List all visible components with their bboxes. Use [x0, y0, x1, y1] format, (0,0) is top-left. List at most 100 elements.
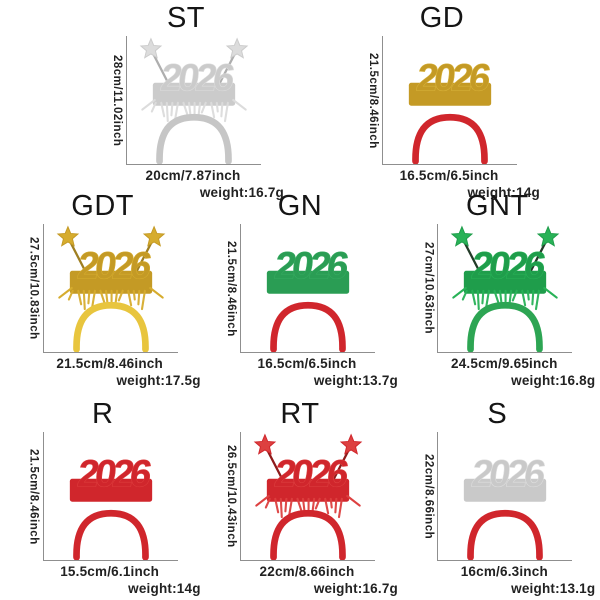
headband-illustration: 2026	[464, 452, 548, 560]
product-code-label: GNT	[465, 190, 529, 222]
tinsel-strand	[82, 289, 86, 311]
tinsel-strand	[296, 497, 303, 512]
tinsel-strand	[284, 497, 288, 513]
height-dimension-label: 28cm/11.02inch	[111, 54, 123, 147]
tinsel-strand	[535, 289, 541, 311]
dimension-labels: 16cm/6.3inch weight:13.1g	[429, 561, 595, 596]
year-text: 2026	[74, 453, 152, 496]
height-dimension-label: 22cm/8.66inch	[422, 453, 435, 540]
measurement-axes: 2026	[239, 224, 375, 353]
headband-illustration: 2026	[56, 225, 165, 352]
width-dimension-label: 15.5cm/6.1inch	[60, 564, 160, 579]
tinsel-strand	[462, 289, 469, 301]
weight-label: weight:14g	[467, 185, 540, 200]
tinsel-strand	[99, 289, 106, 304]
tinsel-strand	[521, 289, 527, 307]
tinsel-strand	[165, 101, 169, 123]
tinsel-strand	[471, 289, 477, 306]
tinsel-strand	[527, 289, 531, 301]
product-card: RT 26.5cm/10.43inch 2026 22cm/8.66inch w…	[201, 396, 398, 600]
headband-illustration: 2026	[266, 244, 350, 352]
height-dimension-label: 27.5cm/10.83inch	[27, 237, 40, 340]
glitter-banner	[266, 270, 350, 294]
tinsel-strand	[531, 289, 535, 306]
headband-illustration: 2026	[450, 225, 560, 352]
weight-label: weight:17.5g	[116, 373, 201, 388]
star-icon	[537, 225, 560, 247]
tinsel-strand	[141, 98, 156, 111]
dimension-labels: 22cm/8.66inch weight:16.7g	[232, 561, 398, 596]
star-stick	[463, 240, 483, 276]
weight-label: weight:13.1g	[511, 581, 596, 596]
weight-label: weight:16.8g	[511, 373, 596, 388]
tinsel-strand	[314, 497, 321, 510]
headband-band	[412, 113, 488, 164]
star-stick	[133, 240, 153, 276]
star-stick	[216, 52, 237, 88]
row-1: ST 28cm/11.02inch 2026 20cm/7.87inch wei…	[0, 0, 600, 200]
dimension-labels: 20cm/7.87inch weight:16.7g	[118, 165, 284, 200]
height-dimension-label: 21.5cm/8.46inch	[224, 240, 237, 337]
product-card: GN 21.5cm/8.46inch 2026 16.5cm/6.5inch w…	[201, 188, 398, 396]
measured-figure: 27.5cm/10.83inch 2026	[28, 224, 178, 353]
star-icon	[225, 37, 249, 59]
tinsel-strand	[173, 101, 179, 122]
measured-figure: 26.5cm/10.43inch 2026	[225, 432, 375, 561]
product-card: ST 28cm/11.02inch 2026 20cm/7.87inch wei…	[58, 0, 314, 200]
headband-illustration: 2026	[253, 433, 363, 560]
product-code-label: GD	[419, 2, 465, 34]
star-icon	[450, 225, 474, 247]
product-code-label: GDT	[71, 190, 135, 222]
tinsel-strand	[200, 101, 207, 114]
tinsel-strand	[215, 101, 219, 113]
measured-figure: 21.5cm/8.46inch 2026	[367, 36, 517, 165]
star-stick	[151, 52, 172, 88]
tinsel-strand	[452, 286, 468, 299]
width-dimension-label: 22cm/8.66inch	[259, 564, 355, 579]
star-stick	[528, 240, 548, 276]
tinsel-strand	[136, 289, 141, 306]
glitter-banner	[69, 270, 152, 294]
tinsel-strand	[346, 494, 361, 507]
tinsel-strand	[57, 286, 73, 299]
headband-band	[467, 301, 544, 352]
headband-illustration: 2026	[69, 452, 153, 560]
star-stick	[265, 448, 286, 484]
measured-figure: 28cm/11.02inch 2026	[111, 36, 261, 165]
tinsel-strand	[255, 494, 270, 507]
tinsel-strand	[287, 497, 293, 518]
measurement-axes: 2026	[437, 224, 573, 353]
weight-label: weight:14g	[128, 581, 201, 596]
tinsel-strand	[329, 497, 333, 509]
row-2: GDT 27.5cm/10.83inch 2026 21.5cm/8.46inc…	[0, 188, 600, 396]
width-dimension-label: 16cm/6.3inch	[460, 564, 548, 579]
tinsel-strand	[264, 497, 271, 509]
glitter-banner	[69, 478, 152, 502]
tinsel-strand	[493, 289, 500, 304]
weight-label: weight:16.7g	[199, 185, 284, 200]
measurement-axes: 2026	[126, 36, 261, 165]
product-code-label: ST	[166, 2, 206, 34]
weight-label: weight:16.7g	[313, 581, 398, 596]
headband-band	[72, 301, 149, 352]
tinsel-strand	[210, 101, 216, 119]
width-dimension-label: 20cm/7.87inch	[145, 168, 241, 183]
year-text: 2026	[158, 57, 236, 100]
weight-label: weight:13.7g	[313, 373, 398, 388]
tinsel-strand	[87, 289, 91, 305]
measured-figure: 21.5cm/8.46inch 2026	[28, 432, 178, 561]
measurement-axes: 2026	[437, 432, 573, 561]
tinsel-strand	[512, 289, 519, 302]
tinsel-strand	[76, 289, 82, 306]
measurement-axes: 2026	[42, 432, 178, 561]
star-icon	[56, 225, 79, 247]
product-code-label: S	[487, 398, 508, 430]
height-dimension-label: 21.5cm/8.46inch	[27, 448, 40, 545]
tinsel-strand	[232, 98, 247, 111]
headband-band	[72, 509, 149, 560]
tinsel-strand	[126, 289, 132, 307]
measured-figure: 22cm/8.66inch 2026	[422, 432, 573, 561]
dimension-labels: 21.5cm/8.46inch weight:17.5g	[35, 353, 200, 388]
star-stick	[330, 448, 351, 484]
width-dimension-label: 16.5cm/6.5inch	[257, 356, 357, 371]
